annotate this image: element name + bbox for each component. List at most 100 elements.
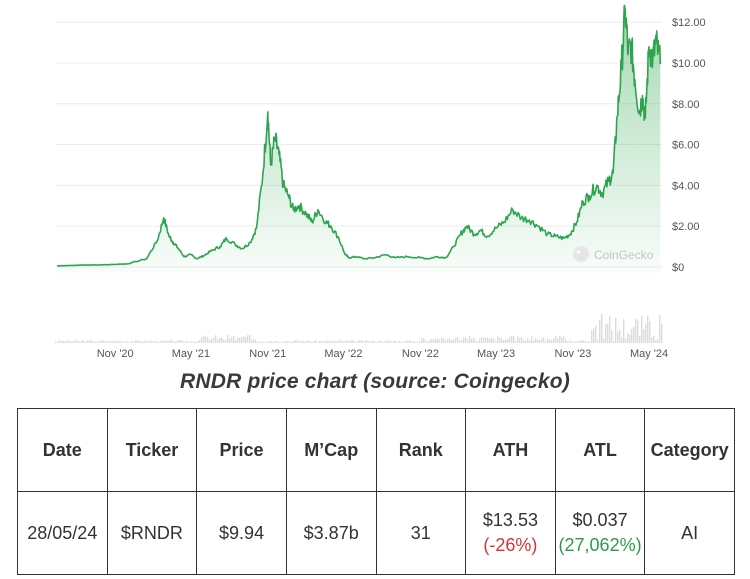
volume-bar (453, 339, 455, 343)
volume-bar (107, 341, 109, 343)
volume-bar (467, 339, 469, 343)
volume-bar (425, 340, 427, 343)
volume-bar (419, 341, 421, 343)
volume-bar (651, 337, 653, 343)
volume-bar (399, 340, 401, 343)
volume-bar (627, 332, 629, 343)
volume-bar (195, 341, 197, 343)
volume-bar (291, 341, 293, 343)
volume-bar (427, 341, 429, 343)
volume-bar (67, 340, 69, 343)
header-mcap: M’Cap (285, 408, 377, 492)
volume-bar (573, 341, 575, 343)
volume-bar (489, 338, 491, 343)
volume-bar (267, 341, 269, 343)
volume-bar (109, 340, 111, 343)
volume-bar (521, 337, 523, 343)
coingecko-watermark-text: CoinGecko (594, 248, 654, 262)
volume-bar (433, 339, 435, 343)
cell-date: 28/05/24 (17, 491, 108, 575)
volume-bar (259, 341, 261, 343)
volume-bars (55, 314, 663, 343)
volume-bar (117, 340, 119, 343)
volume-bar (421, 337, 423, 343)
volume-bar (307, 340, 309, 343)
volume-bar (309, 341, 311, 343)
volume-bar (599, 319, 601, 343)
volume-bar (285, 340, 287, 343)
volume-bar (119, 341, 121, 343)
volume-bar (247, 335, 249, 343)
volume-bar (113, 340, 115, 343)
volume-bar (525, 340, 527, 343)
volume-bar (581, 340, 583, 343)
volume-bar (545, 340, 547, 343)
volume-bar (603, 338, 605, 343)
volume-bar (183, 341, 185, 343)
volume-bar (57, 341, 59, 343)
volume-bar (95, 341, 97, 343)
volume-bar (541, 338, 543, 343)
volume-bar (517, 336, 519, 343)
volume-bar (623, 318, 625, 343)
volume-bar (347, 340, 349, 343)
volume-bar (227, 334, 229, 343)
volume-bar (375, 341, 377, 343)
volume-bar (519, 338, 521, 343)
volume-bar (163, 340, 165, 343)
volume-bar (145, 340, 147, 343)
volume-bar (73, 341, 75, 343)
volume-bar (565, 339, 567, 343)
volume-bar (341, 340, 343, 343)
volume-bar (655, 340, 657, 343)
volume-bar (233, 336, 235, 343)
volume-bar (449, 339, 451, 343)
volume-bar (499, 337, 501, 343)
volume-bar (555, 335, 557, 343)
volume-bar (403, 341, 405, 343)
volume-bar (487, 337, 489, 343)
volume-bar (337, 340, 339, 343)
volume-bar (299, 341, 301, 343)
y-tick-label: $4.00 (672, 180, 700, 192)
cell-price: $9.94 (196, 491, 287, 575)
volume-bar (561, 337, 563, 343)
gridlines (55, 21, 662, 268)
volume-bar (71, 341, 73, 343)
volume-bar (435, 338, 437, 343)
volume-bar (543, 337, 545, 343)
volume-bar (135, 340, 137, 343)
volume-bar (365, 340, 367, 343)
volume-bar (613, 341, 615, 343)
volume-bar (493, 338, 495, 343)
volume-bar (167, 340, 169, 343)
x-tick-label: Nov '23 (554, 348, 591, 360)
volume-bar (357, 340, 359, 343)
volume-bar (647, 315, 649, 343)
volume-bar (447, 339, 449, 343)
volume-bar (389, 340, 391, 343)
volume-bar (97, 341, 99, 343)
volume-bar (471, 338, 473, 343)
volume-bar (529, 340, 531, 343)
volume-bar (261, 341, 263, 343)
volume-bar (305, 341, 307, 343)
volume-bar (441, 337, 443, 343)
y-tick-label: $0 (672, 262, 684, 274)
ath-change: (-26%) (483, 535, 538, 555)
volume-bar (325, 340, 327, 343)
volume-bar (409, 340, 411, 343)
volume-bar (329, 340, 331, 343)
volume-bar (185, 341, 187, 343)
volume-bar (265, 341, 267, 343)
volume-bar (59, 340, 61, 343)
volume-bar (481, 337, 483, 343)
header-ath: ATH (465, 408, 556, 492)
volume-bar (255, 340, 257, 343)
volume-bar (289, 341, 291, 343)
chart-caption: RNDR price chart (source: Coingecko) (180, 370, 570, 393)
volume-bar (491, 337, 493, 343)
volume-bar (345, 340, 347, 343)
volume-bar (533, 340, 535, 343)
volume-bar (79, 341, 81, 343)
